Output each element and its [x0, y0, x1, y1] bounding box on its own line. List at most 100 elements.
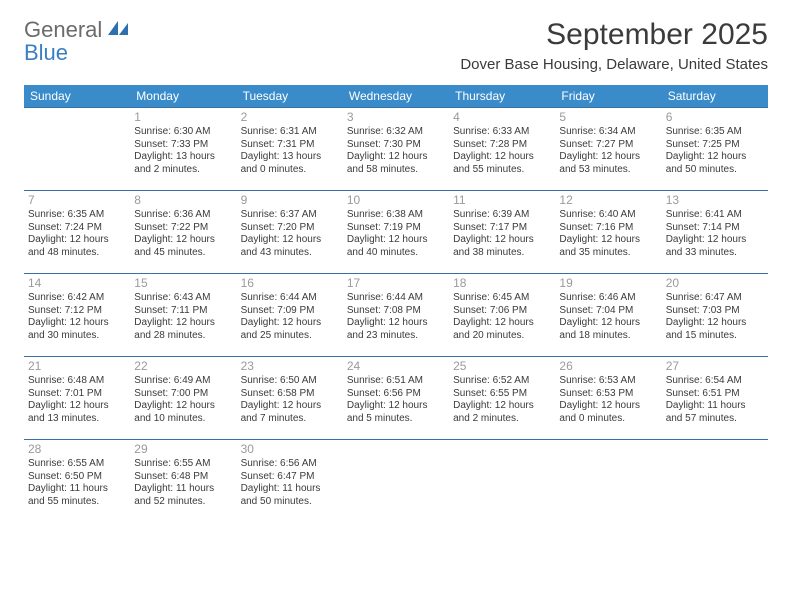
day-day2: and 18 minutes.: [559, 330, 657, 343]
day-cell: [24, 108, 130, 190]
logo-sail-icon: [108, 21, 128, 37]
day-day2: and 28 minutes.: [134, 330, 232, 343]
day-cell: 12Sunrise: 6:40 AMSunset: 7:16 PMDayligh…: [555, 191, 661, 273]
day-number: 7: [28, 193, 126, 208]
day-sunset: Sunset: 7:06 PM: [453, 305, 551, 318]
day-cell: 13Sunrise: 6:41 AMSunset: 7:14 PMDayligh…: [662, 191, 768, 273]
day-sunset: Sunset: 7:25 PM: [666, 139, 764, 152]
day-day2: and 55 minutes.: [28, 496, 126, 509]
day-day2: and 55 minutes.: [453, 164, 551, 177]
day-day1: Daylight: 12 hours: [453, 400, 551, 413]
day-day2: and 40 minutes.: [347, 247, 445, 260]
day-sunrise: Sunrise: 6:49 AM: [134, 375, 232, 388]
day-day1: Daylight: 12 hours: [559, 400, 657, 413]
day-sunrise: Sunrise: 6:40 AM: [559, 209, 657, 222]
day-sunrise: Sunrise: 6:55 AM: [134, 458, 232, 471]
day-number: 30: [241, 442, 339, 457]
calendar: SundayMondayTuesdayWednesdayThursdayFrid…: [24, 85, 768, 522]
day-number: 11: [453, 193, 551, 208]
logo: General Blue: [24, 18, 128, 64]
day-sunrise: Sunrise: 6:55 AM: [28, 458, 126, 471]
day-day1: Daylight: 12 hours: [347, 317, 445, 330]
day-number: 4: [453, 110, 551, 125]
day-day2: and 25 minutes.: [241, 330, 339, 343]
day-sunset: Sunset: 7:14 PM: [666, 222, 764, 235]
day-sunset: Sunset: 7:33 PM: [134, 139, 232, 152]
day-number: 3: [347, 110, 445, 125]
day-cell: 4Sunrise: 6:33 AMSunset: 7:28 PMDaylight…: [449, 108, 555, 190]
week-row: 28Sunrise: 6:55 AMSunset: 6:50 PMDayligh…: [24, 439, 768, 522]
day-sunset: Sunset: 7:22 PM: [134, 222, 232, 235]
day-sunrise: Sunrise: 6:37 AM: [241, 209, 339, 222]
day-cell: 6Sunrise: 6:35 AMSunset: 7:25 PMDaylight…: [662, 108, 768, 190]
day-day1: Daylight: 12 hours: [347, 400, 445, 413]
day-sunrise: Sunrise: 6:56 AM: [241, 458, 339, 471]
day-day2: and 58 minutes.: [347, 164, 445, 177]
day-sunset: Sunset: 7:09 PM: [241, 305, 339, 318]
day-sunrise: Sunrise: 6:34 AM: [559, 126, 657, 139]
day-sunset: Sunset: 7:04 PM: [559, 305, 657, 318]
day-cell: 7Sunrise: 6:35 AMSunset: 7:24 PMDaylight…: [24, 191, 130, 273]
logo-text: General Blue: [24, 18, 128, 64]
week-row: 1Sunrise: 6:30 AMSunset: 7:33 PM Daylight…: [24, 107, 768, 190]
weekday-header: Friday: [555, 85, 661, 107]
day-number: 13: [666, 193, 764, 208]
day-sunset: Sunset: 7:24 PM: [28, 222, 126, 235]
day-sunset: Sunset: 6:47 PM: [241, 471, 339, 484]
day-day2: and 23 minutes.: [347, 330, 445, 343]
day-day1: Daylight: 12 hours: [347, 234, 445, 247]
day-day1: Daylight: 11 hours: [134, 483, 232, 496]
day-day1: Daylight: 12 hours: [134, 317, 232, 330]
day-cell: 9Sunrise: 6:37 AMSunset: 7:20 PMDaylight…: [237, 191, 343, 273]
day-sunrise: Sunrise: 6:46 AM: [559, 292, 657, 305]
weekday-header: Tuesday: [237, 85, 343, 107]
day-sunset: Sunset: 7:11 PM: [134, 305, 232, 318]
day-day1: Daylight: 11 hours: [241, 483, 339, 496]
day-cell: 23Sunrise: 6:50 AMSunset: 6:58 PMDayligh…: [237, 357, 343, 439]
day-number: 1: [134, 110, 232, 125]
day-sunrise: Sunrise: 6:33 AM: [453, 126, 551, 139]
day-day2: and 50 minutes.: [666, 164, 764, 177]
day-sunrise: Sunrise: 6:30 AM: [134, 126, 232, 139]
day-day1: Daylight: 12 hours: [453, 234, 551, 247]
day-cell: 3Sunrise: 6:32 AMSunset: 7:30 PMDaylight…: [343, 108, 449, 190]
day-number: 27: [666, 359, 764, 374]
day-cell: 16Sunrise: 6:44 AMSunset: 7:09 PMDayligh…: [237, 274, 343, 356]
day-day1: Daylight: 12 hours: [666, 151, 764, 164]
day-cell: 8Sunrise: 6:36 AMSunset: 7:22 PMDaylight…: [130, 191, 236, 273]
calendar-body: 1Sunrise: 6:30 AMSunset: 7:33 PM Daylight…: [24, 107, 768, 522]
day-day2: and 52 minutes.: [134, 496, 232, 509]
day-sunset: Sunset: 6:53 PM: [559, 388, 657, 401]
day-day1: Daylight: 12 hours: [347, 151, 445, 164]
day-sunset: Sunset: 7:28 PM: [453, 139, 551, 152]
day-day1: Daylight: 13 hours: [241, 151, 339, 164]
day-cell: 26Sunrise: 6:53 AMSunset: 6:53 PMDayligh…: [555, 357, 661, 439]
day-sunrise: Sunrise: 6:38 AM: [347, 209, 445, 222]
day-day1: Daylight: 12 hours: [28, 317, 126, 330]
day-day2: and 2 minutes.: [134, 164, 232, 177]
day-sunrise: Sunrise: 6:32 AM: [347, 126, 445, 139]
day-day1: Daylight: 11 hours: [666, 400, 764, 413]
day-cell: 29Sunrise: 6:55 AMSunset: 6:48 PMDayligh…: [130, 440, 236, 522]
day-number: 14: [28, 276, 126, 291]
day-sunset: Sunset: 6:55 PM: [453, 388, 551, 401]
day-day2: and 2 minutes.: [453, 413, 551, 426]
location-text: Dover Base Housing, Delaware, United Sta…: [460, 56, 768, 73]
day-cell: 5Sunrise: 6:34 AMSunset: 7:27 PMDaylight…: [555, 108, 661, 190]
week-row: 7Sunrise: 6:35 AMSunset: 7:24 PMDaylight…: [24, 190, 768, 273]
day-cell: 30Sunrise: 6:56 AMSunset: 6:47 PMDayligh…: [237, 440, 343, 522]
day-day1: Daylight: 12 hours: [134, 234, 232, 247]
logo-word2: Blue: [24, 40, 68, 65]
day-day1: Daylight: 12 hours: [241, 234, 339, 247]
day-day2: and 57 minutes.: [666, 413, 764, 426]
weekday-header: Thursday: [449, 85, 555, 107]
day-sunrise: Sunrise: 6:41 AM: [666, 209, 764, 222]
day-day2: and 43 minutes.: [241, 247, 339, 260]
day-sunrise: Sunrise: 6:47 AM: [666, 292, 764, 305]
day-number: 25: [453, 359, 551, 374]
day-sunset: Sunset: 6:51 PM: [666, 388, 764, 401]
day-day2: and 45 minutes.: [134, 247, 232, 260]
day-sunset: Sunset: 6:48 PM: [134, 471, 232, 484]
day-sunset: Sunset: 7:19 PM: [347, 222, 445, 235]
day-day1: Daylight: 12 hours: [241, 317, 339, 330]
